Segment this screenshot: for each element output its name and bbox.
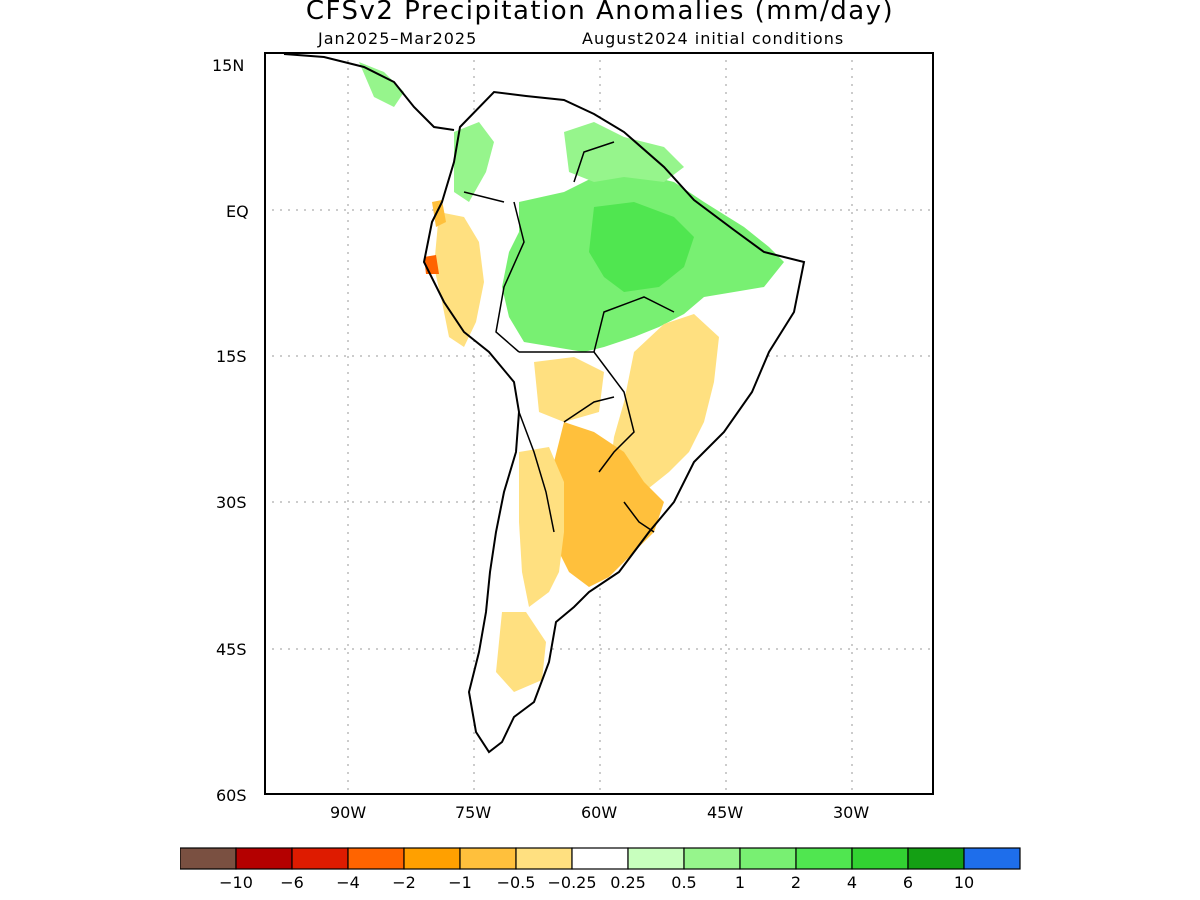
colorbar-swatch xyxy=(403,847,461,870)
colorbar-tick-label: 1 xyxy=(735,873,745,892)
lat-label-eq-outer: EQ xyxy=(226,202,249,221)
bolivia-dry-anomaly xyxy=(534,357,604,422)
forecast-period: Jan2025–Mar2025 xyxy=(318,29,478,48)
colorbar-tick-label: −0.5 xyxy=(497,873,536,892)
colorbar-swatch xyxy=(963,847,1021,870)
initial-conditions-label: August2024 initial conditions xyxy=(582,29,845,48)
lat-label-45s-outer: 45S xyxy=(216,640,247,659)
peru-dry-anomaly xyxy=(434,212,484,347)
colorbar-tick-label: 10 xyxy=(954,873,974,892)
colorbar-tick-label: −1 xyxy=(448,873,472,892)
colorbar-swatch xyxy=(739,847,797,870)
colorbar-svg: −10 −6 −4 −2 −1 −0.5 −0.25 0.25 0.5 1 2 4 6 10 xyxy=(179,847,1021,892)
lon-label-90w: 90W xyxy=(330,803,367,822)
ecuador-dry-core xyxy=(432,200,446,227)
colorbar-swatch xyxy=(291,847,349,870)
coastline xyxy=(422,90,806,754)
precipitation-map: 15N EQ 15S 30S 45S 60S xyxy=(264,52,934,795)
lat-label-15s-outer: 15S xyxy=(216,347,247,366)
colorbar-tick-label: 0.25 xyxy=(610,873,646,892)
colorbar-tick-label: 2 xyxy=(791,873,801,892)
colorbar-swatch xyxy=(795,847,853,870)
map-panel: 15N EQ 15S 30S 45S 60S xyxy=(264,52,934,795)
lon-label-60w: 60W xyxy=(581,803,618,822)
map-title: CFSv2 Precipitation Anomalies (mm/day) xyxy=(305,0,895,26)
lon-label-75w: 75W xyxy=(455,803,492,822)
colorbar-swatch xyxy=(571,847,629,870)
colorbar-swatch xyxy=(235,847,293,870)
lat-label-60s-outer: 60S xyxy=(216,786,247,805)
colorbar-tick-label: 0.5 xyxy=(671,873,696,892)
colorbar: −10 −6 −4 −2 −1 −0.5 −0.25 0.25 0.5 1 2 4 6 10 xyxy=(179,847,1040,897)
guianas-wet-anomaly xyxy=(564,122,684,182)
colorbar-tick-label: 4 xyxy=(847,873,857,892)
argentina-dry-anomaly xyxy=(519,447,564,607)
central-brazil-dry-anomaly xyxy=(609,314,719,502)
colorbar-swatch xyxy=(627,847,685,870)
colorbar-swatch xyxy=(851,847,909,870)
colorbar-swatch xyxy=(347,847,405,870)
colorbar-tick-label: −6 xyxy=(280,873,304,892)
patagonia-dry-anomaly xyxy=(496,612,546,692)
lat-label-15n-outer: 15N xyxy=(212,56,245,75)
colorbar-tick-label: −4 xyxy=(336,873,360,892)
colorbar-swatch xyxy=(907,847,965,870)
colorbar-tick-label: −2 xyxy=(392,873,416,892)
colorbar-swatch xyxy=(515,847,573,870)
land-mass xyxy=(359,62,804,752)
country-borders xyxy=(463,141,675,533)
colorbar-swatch xyxy=(179,847,237,870)
lon-label-30w: 30W xyxy=(833,803,870,822)
central-america-wet-anomaly xyxy=(359,62,404,107)
colorbar-swatch xyxy=(683,847,741,870)
lon-label-45w: 45W xyxy=(707,803,744,822)
map-border xyxy=(264,52,934,795)
colorbar-swatch xyxy=(459,847,517,870)
colorbar-tick-label: 6 xyxy=(903,873,913,892)
colorbar-tick-label: −0.25 xyxy=(547,873,596,892)
lat-label-30s-outer: 30S xyxy=(216,493,247,512)
central-america-coastline xyxy=(283,53,455,131)
amazon-core-wet-anomaly xyxy=(589,202,694,292)
colorbar-tick-label: −10 xyxy=(219,873,253,892)
colombia-wet-anomaly xyxy=(454,122,494,202)
southern-brazil-dry-anomaly xyxy=(549,422,664,587)
